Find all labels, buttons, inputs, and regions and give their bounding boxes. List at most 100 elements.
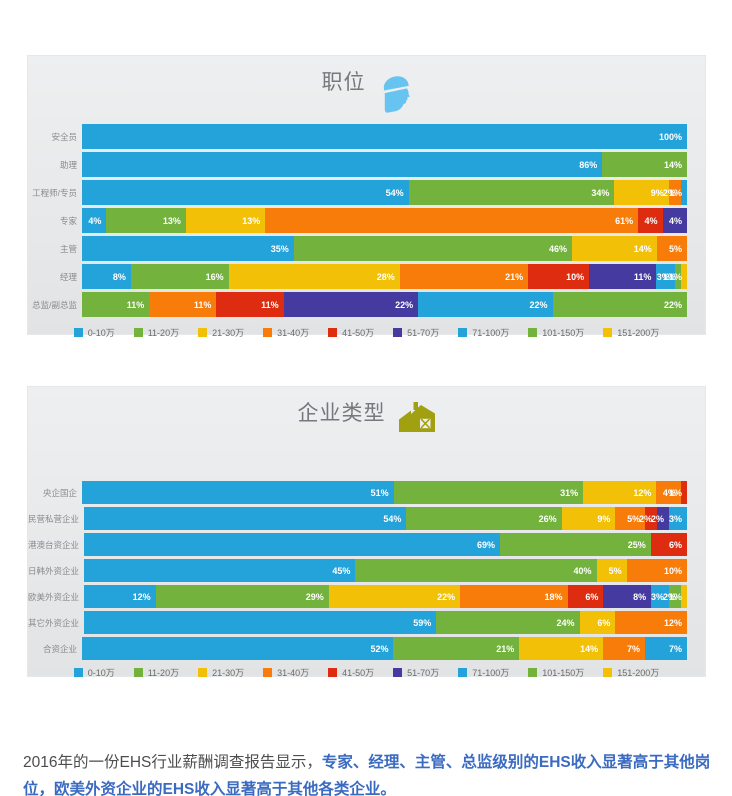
legend-item: 21-30万 [198,326,244,339]
bar-value-label: 6% [585,591,599,602]
bar-value-label: 69% [477,539,496,550]
legend-swatch [458,668,468,677]
bar-value-label: 35% [270,243,289,254]
bar-track: 11% 11% 11% 22% 22% 22% [82,292,687,317]
legend-label: 101-150万 [542,328,585,338]
legend-label: 21-30万 [212,668,245,678]
chart-row: 助理 86% 14% [28,152,687,177]
bar-value-label: 5% [608,565,622,576]
bar-segment-0-10万: 54% [82,180,409,205]
bar-value-label: 46% [549,243,568,254]
bar-value-label: 22% [437,591,456,602]
legend-item: 31-40万 [263,326,309,339]
bar-value-label: 34% [591,187,610,198]
legend-swatch [73,668,83,677]
bar-segment-51-70万: 11% [589,264,657,289]
legend-item: 21-30万 [198,666,244,679]
bar-value-label: 21% [496,643,515,654]
bar-track: 59% 24% 6% 12% [84,611,687,634]
legend-item: 11-20万 [133,326,179,339]
bar-value-label: 100% [658,131,682,142]
bar-segment-21-30万: 14% [519,637,604,660]
legend-item: 11-20万 [133,666,179,679]
bar-segment-21-30万: 5% [596,559,627,582]
salary-legend: 0-10万 11-20万 21-30万 31-40万 41-50万 51-70万 71-10… [28,666,705,679]
row-category-label: 总监/副总监 [32,299,77,310]
helmet-icon [378,70,412,121]
bar-segment-11-20万: 16% [130,264,229,289]
legend-swatch [263,328,273,337]
legend-swatch [328,328,338,337]
legend-label: 51-70万 [407,668,440,678]
bar-value-label: 25% [627,539,646,550]
legend-label: 51-70万 [407,328,440,338]
legend-swatch [393,328,403,337]
legend-swatch [603,668,613,677]
bar-value-label: 3% [651,591,665,602]
bar-value-label: 11% [261,299,279,310]
chart-row: 总监/副总监 11% 11% 11% 22% 22% 22% [28,292,687,317]
bar-value-label: 8% [112,271,126,282]
salary-legend: 0-10万 11-20万 21-30万 31-40万 41-50万 51-70万 71-10… [28,326,705,339]
legend-item: 151-200万 [603,666,659,679]
bar-value-label: 26% [538,513,557,524]
bar-segment-0-10万: 12% [84,585,156,608]
legend-swatch [528,328,538,337]
bar-value-label: 31% [560,487,579,498]
bar-segment-11-20万: 13% [106,208,186,233]
bar-value-label: 1% [662,271,676,282]
bar-value-label: 86% [579,159,598,170]
bar-value-label: 12% [132,591,151,602]
chart-row: 经理 8% 16% 28% 21% 10% 11% 3% 1% 1% [28,264,687,289]
legend-swatch [263,668,273,677]
chart-title-row: 职位 [28,56,705,114]
legend-swatch [133,328,143,337]
legend-item: 51-70万 [393,666,439,679]
bar-segment-11-20万: 31% [393,481,584,504]
bar-segment-151-200万: 1% [669,585,687,608]
bar-segment-101-150万: 1% [663,264,681,289]
chart-title-company-type: 企业类型 [297,402,386,425]
bar-value-label: 6% [668,539,682,550]
bar-segment-31-40万: 2% [663,180,681,205]
bar-segment-31-40万: 4% [656,481,681,504]
row-category-label: 助理 [59,159,77,170]
legend-item: 0-10万 [73,326,115,339]
legend-label: 151-200万 [617,328,660,338]
bar-segment-0-10万: 8% [82,264,131,289]
chart-row: 主管 35% 46% 14% 5% [28,236,687,261]
bar-value-label: 2% [662,591,676,602]
bar-value-label: 13% [242,215,261,226]
bar-value-label: 10% [663,565,682,576]
position-chart-rows: 安全员 100% 助理 86% 14% 工程师/专员 54% 34% 9% 2% 1% 专家 4% 13%… [28,124,687,317]
legend-swatch [603,328,613,337]
row-category-label: 央企国企 [42,487,77,498]
bar-value-label: 12% [663,617,682,628]
bar-value-label: 2% [639,513,653,524]
chart-row: 安全员 100% [28,124,687,149]
bar-segment-11-20万: 46% [293,236,573,261]
bar-value-label: 1% [668,271,682,282]
bar-segment-71-100万: 7% [645,637,687,660]
bar-segment-11-20万: 29% [155,585,329,608]
row-category-label: 主管 [59,243,77,254]
bar-segment-71-100万: 3% [656,264,675,289]
bar-segment-0-10万: 45% [84,559,356,582]
bar-segment-11-20万: 11% [82,292,150,317]
chart-row: 欧美外资企业 12% 29% 22% 18% 6% 8% 3% 2% 1% [28,585,687,608]
bar-track: 100% [82,124,687,149]
bar-value-label: 7% [668,643,682,654]
bar-segment-41-50万: 1% [669,481,687,504]
bar-segment-31-40万: 18% [460,585,568,608]
bar-segment-41-50万: 11% [216,292,284,317]
legend-label: 41-50万 [342,668,375,678]
bar-segment-41-50万: 6% [650,533,687,556]
bar-value-label: 18% [544,591,563,602]
legend-label: 71-100万 [472,668,510,678]
bar-segment-31-40万: 10% [626,559,687,582]
barn-window-cross [419,417,430,430]
bar-value-label: 51% [370,487,389,498]
bar-segment-0-10万: 54% [84,507,407,530]
bar-segment-11-20万: 21% [393,637,520,660]
